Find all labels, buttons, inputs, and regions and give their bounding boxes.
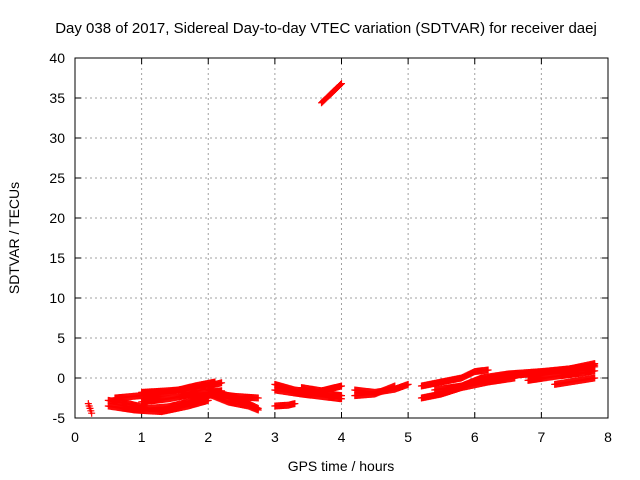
- y-tick-label: 0: [57, 370, 65, 386]
- x-tick-label: 4: [338, 429, 346, 445]
- data-point-marker: [591, 367, 599, 375]
- data-point-marker: [218, 379, 226, 387]
- data-point-marker: [88, 409, 96, 417]
- data-point-marker: [337, 81, 345, 89]
- data-point-marker: [338, 382, 345, 390]
- data-point-marker: [391, 382, 399, 390]
- data-track: [551, 374, 599, 388]
- y-tick-label: 15: [49, 250, 65, 266]
- x-tick-label: 0: [71, 429, 79, 445]
- y-tick-label: 10: [49, 290, 65, 306]
- y-tick-label: 5: [57, 330, 65, 346]
- data-point-marker: [291, 400, 299, 408]
- y-tick-label: 25: [49, 170, 65, 186]
- x-tick-label: 3: [271, 429, 279, 445]
- y-tick-label: -5: [53, 410, 66, 426]
- data-track: [417, 366, 492, 390]
- y-tick-label: 20: [49, 210, 65, 226]
- data-point-marker: [404, 380, 412, 388]
- x-tick-label: 8: [604, 429, 612, 445]
- data-track: [104, 396, 212, 416]
- y-axis-label: SDTVAR / TECUs: [6, 182, 22, 294]
- x-tick-label: 6: [471, 429, 479, 445]
- data-point-marker: [254, 406, 262, 414]
- data-track: [204, 390, 262, 414]
- x-tick-label: 5: [404, 429, 412, 445]
- data-track: [138, 379, 226, 396]
- data-track: [318, 80, 345, 107]
- y-tick-label: 40: [49, 50, 65, 66]
- data-point-marker: [484, 366, 492, 374]
- grid-lines: [75, 58, 608, 418]
- x-tick-label: 1: [138, 429, 146, 445]
- axis-ticks: 0 1 2 3 4 5 6 7 8 -5 0 5 10 15 20 25 30 35 40: [49, 50, 612, 445]
- plot-frame: [74, 57, 609, 419]
- data-point-marker: [338, 80, 345, 88]
- y-tick-label: 35: [49, 90, 65, 106]
- data-markers: [84, 80, 599, 417]
- data-point-marker: [591, 360, 599, 368]
- data-track: [298, 382, 345, 395]
- data-track: [524, 367, 599, 384]
- chart-title: Day 038 of 2017, Sidereal Day-to-day VTE…: [55, 20, 597, 37]
- data-track: [271, 400, 299, 410]
- data-track: [84, 400, 96, 417]
- x-tick-label: 7: [537, 429, 545, 445]
- data-point-marker: [591, 374, 599, 382]
- data-track: [271, 386, 345, 403]
- x-tick-label: 2: [204, 429, 212, 445]
- y-tick-label: 30: [49, 130, 65, 146]
- data-track: [351, 382, 399, 400]
- data-point-marker: [254, 394, 262, 402]
- x-axis-label: GPS time / hours: [288, 458, 395, 474]
- data-point-marker: [338, 395, 345, 403]
